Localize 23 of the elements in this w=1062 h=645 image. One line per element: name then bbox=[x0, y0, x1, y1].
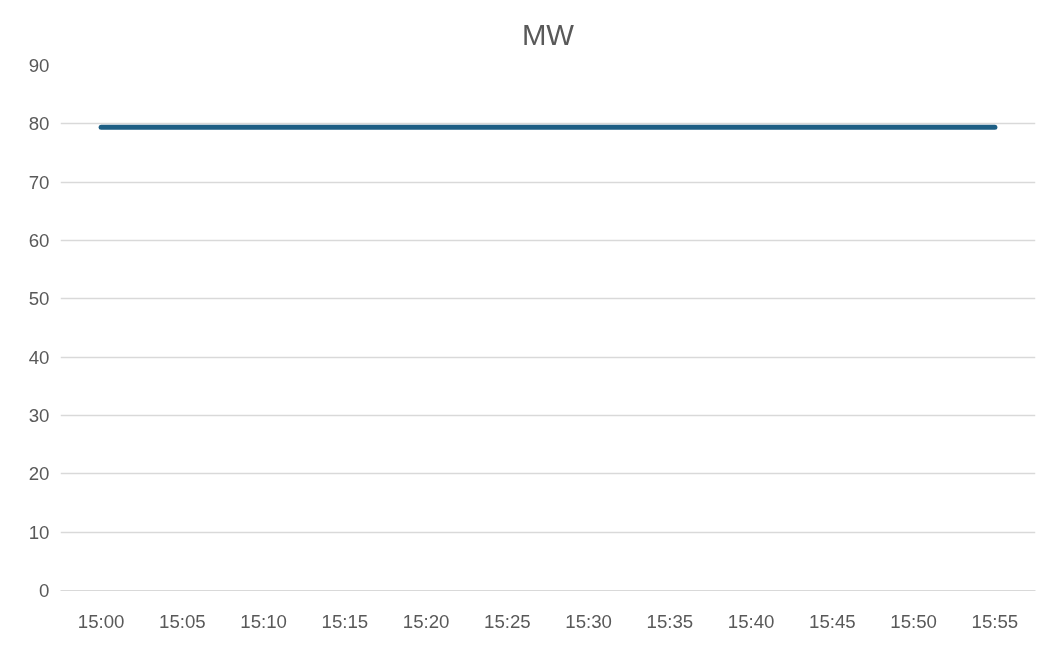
x-tick-label: 15:30 bbox=[565, 610, 612, 632]
x-tick-label: 15:00 bbox=[77, 610, 125, 632]
y-tick-label: 0 bbox=[39, 580, 50, 601]
x-tick-label: 15:25 bbox=[484, 610, 531, 632]
y-tick-label: 20 bbox=[28, 463, 50, 485]
y-tick-label: 70 bbox=[28, 171, 50, 193]
x-tick-label: 15:50 bbox=[890, 610, 937, 632]
x-tick-label: 15:20 bbox=[402, 610, 450, 632]
x-tick-label: 15:55 bbox=[971, 610, 1019, 632]
y-tick-label: 60 bbox=[28, 230, 50, 251]
y-tick-label: 10 bbox=[28, 521, 50, 543]
x-tick-label: 15:10 bbox=[240, 610, 287, 632]
chart-title: MW bbox=[521, 17, 575, 51]
x-tick-label: 15:35 bbox=[646, 610, 694, 632]
x-tick-label: 15:45 bbox=[809, 610, 856, 632]
y-tick-label: 80 bbox=[28, 113, 50, 135]
x-tick-label: 15:05 bbox=[159, 610, 206, 632]
y-tick-label: 30 bbox=[28, 405, 50, 426]
y-tick-label: 50 bbox=[28, 288, 50, 310]
x-tick-label: 15:15 bbox=[321, 610, 369, 632]
y-tick-label: 90 bbox=[28, 55, 50, 76]
y-tick-label: 40 bbox=[28, 346, 50, 368]
x-tick-label: 15:40 bbox=[727, 610, 775, 632]
